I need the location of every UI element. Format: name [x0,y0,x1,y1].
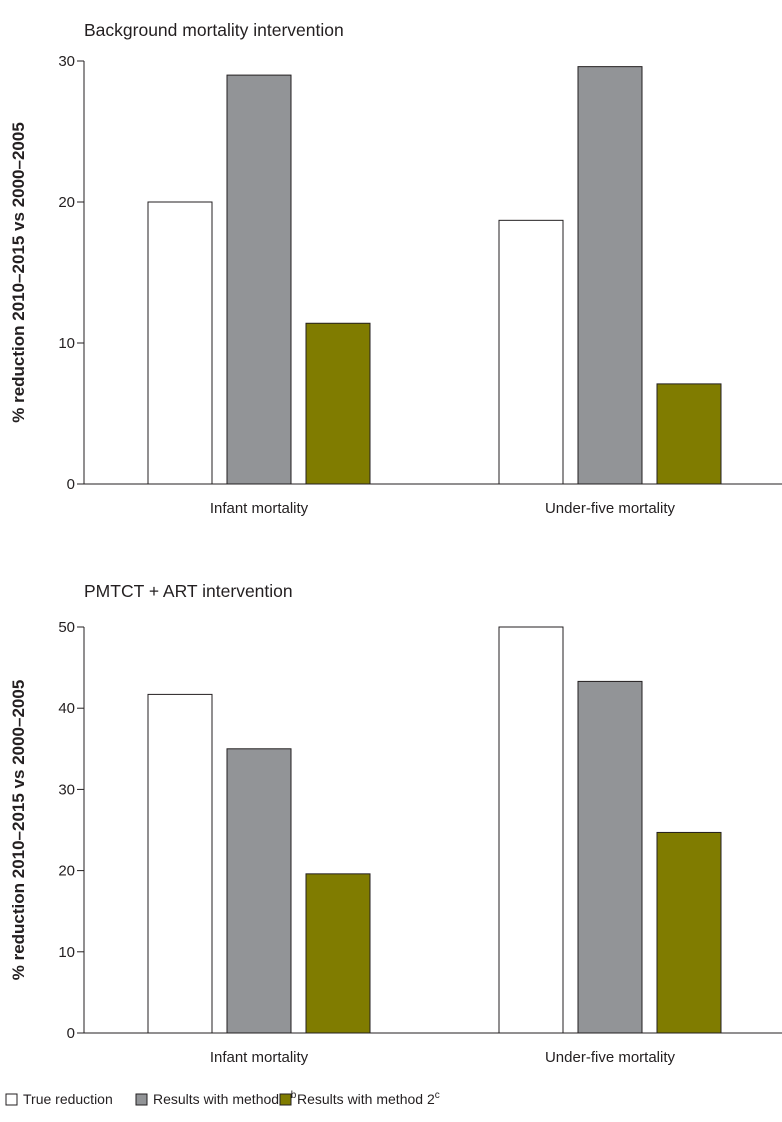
bar-infant-mortality-results-with-method-1 [226,74,292,485]
y-axis-label: % reduction 2010–2015 vs 2000–2005 [9,122,28,423]
bar-infant-mortality-true-reduction [147,693,213,1034]
legend-superscript: b [291,1090,297,1101]
bar-under-five-mortality-true-reduction [498,219,564,485]
y-tick-label: 10 [58,335,75,352]
legend: True reduction Results with method 1b Resu… [5,1090,440,1107]
bar-under-five-mortality-results-with-method-1 [577,66,643,485]
bar-under-five-mortality-results-with-method-2 [656,383,722,485]
y-axis-label: % reduction 2010–2015 vs 2000–2005 [9,680,28,981]
panel-background-mortality: Background mortality intervention % reduc… [9,20,782,517]
legend-swatch-results-with-method-1 [135,1093,148,1106]
legend-swatch-results-with-method-2 [279,1093,292,1106]
bar-under-five-mortality-results-with-method-2 [656,831,722,1034]
legend-swatch-true-reduction [5,1093,18,1106]
y-tick-label: 40 [58,700,75,717]
y-tick-label: 10 [58,944,75,961]
panel-title: Background mortality intervention [84,20,344,40]
bar-infant-mortality-results-with-method-2 [305,873,371,1034]
legend-label-true-reduction: True reduction [23,1091,113,1107]
legend-superscript: c [435,1090,440,1101]
bar-under-five-mortality-results-with-method-1 [577,680,643,1034]
y-tick-label: 0 [67,1025,75,1042]
x-category-label: Under-five mortality [545,1049,676,1066]
y-tick-label: 30 [58,53,75,70]
bar-infant-mortality-results-with-method-1 [226,748,292,1034]
panel-pmtct-art: PMTCT + ART intervention % reduction 2010… [9,581,782,1066]
bar-infant-mortality-results-with-method-2 [305,322,371,485]
legend-label-results-with-method-2: Results with method 2c [297,1090,440,1107]
legend-label-results-with-method-1: Results with method 1b [153,1090,297,1107]
y-tick-label: 30 [58,781,75,798]
x-category-label: Under-five mortality [545,500,676,517]
panel-title: PMTCT + ART intervention [84,581,293,601]
bar-infant-mortality-true-reduction [147,201,213,485]
x-category-label: Infant mortality [210,500,309,517]
y-tick-label: 0 [67,476,75,493]
x-category-label: Infant mortality [210,1049,309,1066]
y-tick-label: 50 [58,619,75,636]
y-tick-label: 20 [58,863,75,880]
bar-under-five-mortality-true-reduction [498,626,564,1034]
y-tick-label: 20 [58,194,75,211]
